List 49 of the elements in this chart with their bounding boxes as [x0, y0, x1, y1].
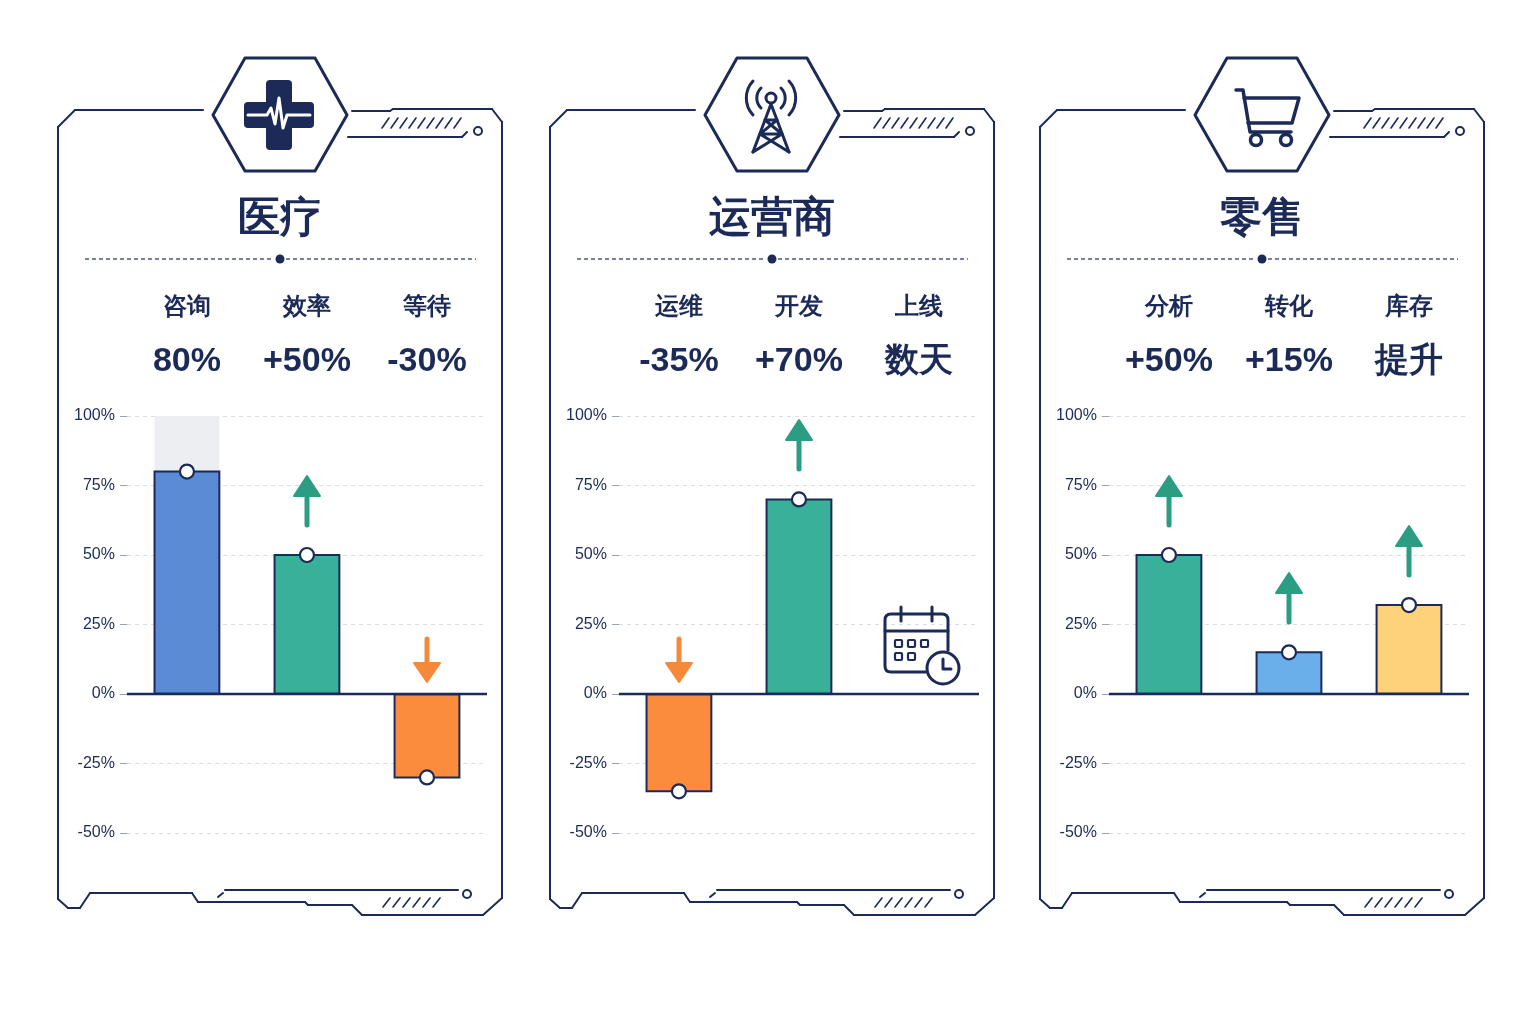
y-tick-label: 100% — [74, 406, 115, 424]
data-label: 提升 — [1373, 340, 1443, 379]
y-tick-label: 0% — [1073, 684, 1097, 702]
chart-title: 零售 — [1219, 191, 1305, 243]
y-tick-label: 0% — [91, 684, 115, 702]
data-label: +70% — [755, 340, 843, 379]
point — [178, 463, 196, 480]
y-tick-label: 75% — [1064, 475, 1097, 493]
y-tick-label: -50% — [1059, 823, 1097, 841]
data-label: +15% — [1245, 340, 1333, 379]
y-tick-label: -25% — [569, 753, 607, 771]
x-tick-label: 运维 — [653, 292, 703, 320]
y-tick-label: -25% — [1059, 753, 1097, 771]
data-label: +50% — [263, 340, 351, 379]
point — [298, 546, 316, 564]
chart-title: 医疗 — [237, 191, 323, 243]
y-tick-label: 0% — [583, 684, 607, 702]
point — [418, 769, 436, 786]
x-tick-label: 效率 — [281, 292, 331, 320]
y-tick-label: 50% — [1064, 545, 1097, 563]
x-tick-label: 转化 — [1263, 292, 1314, 320]
y-tick-label: 75% — [574, 475, 607, 493]
y-tick-label: -50% — [77, 823, 115, 841]
data-label: -35% — [639, 340, 719, 379]
data-label: -30% — [387, 340, 467, 379]
y-tick-label: 100% — [566, 406, 607, 424]
x-tick-label: 分析 — [1143, 292, 1193, 320]
x-tick-label: 咨询 — [162, 292, 211, 320]
point — [1280, 644, 1298, 661]
y-tick-label: -50% — [569, 823, 607, 841]
y-tick-label: 25% — [1064, 614, 1097, 632]
y-tick-label: -25% — [77, 753, 115, 771]
y-tick-label: 50% — [574, 545, 607, 563]
bar — [154, 416, 220, 472]
point — [1160, 546, 1178, 564]
y-tick-label: 50% — [82, 545, 115, 563]
x-tick-label: 上线 — [893, 292, 943, 320]
x-tick-label: 开发 — [773, 292, 823, 320]
y-tick-label: 25% — [574, 614, 607, 632]
y-tick-label: 75% — [82, 475, 115, 493]
point — [1400, 596, 1418, 614]
x-tick-label: 库存 — [1383, 292, 1433, 320]
text: 数天 — [884, 340, 953, 379]
x-tick-label: 等待 — [401, 292, 451, 320]
chart-title: 运营商 — [708, 191, 836, 243]
data-label: 80% — [152, 340, 221, 379]
data-label: +50% — [1124, 340, 1213, 379]
y-tick-label: 100% — [1056, 406, 1097, 424]
y-tick-label: 25% — [82, 614, 115, 632]
